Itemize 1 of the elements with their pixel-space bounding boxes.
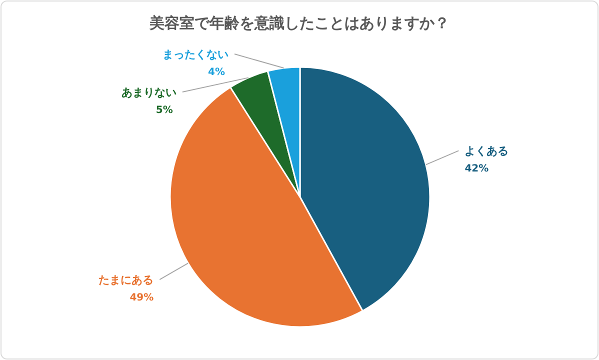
chart-title: 美容室で年齢を意識したことはありますか？ [148, 14, 450, 32]
